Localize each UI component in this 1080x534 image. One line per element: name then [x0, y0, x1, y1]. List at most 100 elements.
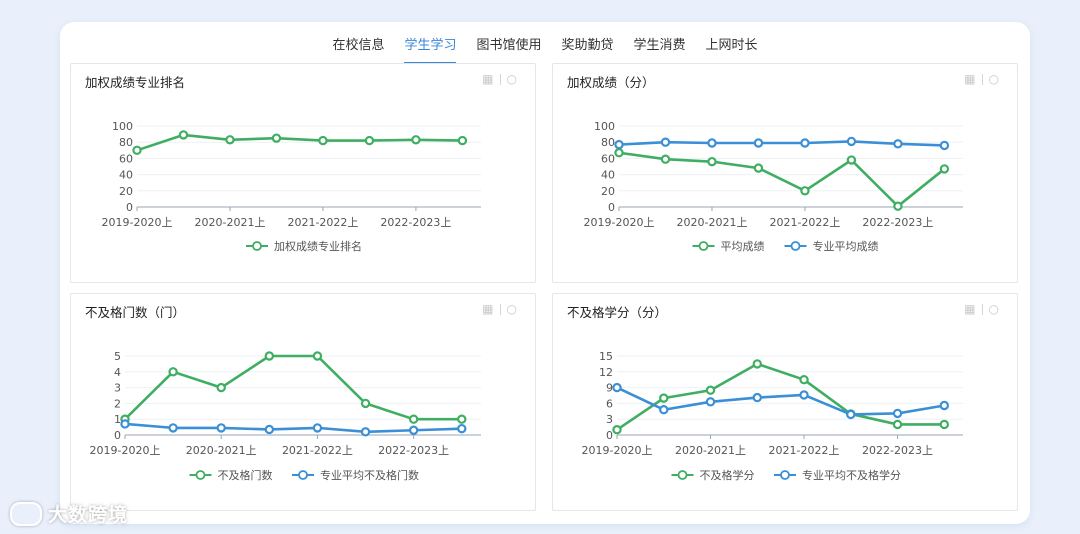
legend-item-0[interactable]: 不及格学分: [671, 468, 755, 482]
x-tick-label: 2020-2021上: [676, 216, 747, 229]
data-point[interactable]: [660, 154, 671, 164]
data-point[interactable]: [752, 392, 762, 403]
data-point[interactable]: [312, 351, 323, 361]
data-point[interactable]: [939, 140, 950, 151]
legend-item-1[interactable]: 专业平均不及格学分: [774, 468, 901, 482]
tab-0[interactable]: 在校信息: [332, 38, 385, 53]
data-point[interactable]: [660, 137, 671, 147]
data-point[interactable]: [892, 408, 903, 419]
data-point[interactable]: [408, 425, 419, 435]
tab-4[interactable]: 学生消费: [633, 38, 686, 53]
grid-view-icon[interactable]: ▦: [964, 302, 976, 316]
data-point[interactable]: [659, 393, 669, 403]
zoom-icon[interactable]: ○: [506, 72, 517, 86]
data-point[interactable]: [411, 135, 421, 145]
data-point[interactable]: [753, 138, 764, 148]
legend-marker: [677, 470, 688, 480]
data-point[interactable]: [168, 423, 178, 433]
y-tick-label: 3: [114, 382, 121, 395]
data-point[interactable]: [360, 398, 371, 409]
legend-label: 不及格学分: [700, 468, 755, 482]
tab-1[interactable]: 学生学习: [404, 34, 457, 64]
data-point[interactable]: [893, 139, 903, 149]
series-line-0: [136, 133, 463, 152]
grid-view-icon[interactable]: ▦: [482, 302, 494, 316]
tab-3[interactable]: 奖助勤贷: [561, 38, 614, 53]
data-point[interactable]: [752, 359, 762, 369]
chart-tools: ▦ ○: [482, 302, 517, 316]
y-tick-label: 0: [126, 201, 133, 214]
data-point[interactable]: [264, 424, 275, 435]
x-tick-label: 2021-2022上: [287, 216, 358, 229]
data-point[interactable]: [799, 374, 809, 385]
data-point[interactable]: [846, 155, 857, 165]
data-point[interactable]: [707, 156, 717, 167]
zoom-icon[interactable]: ○: [988, 302, 999, 316]
data-point[interactable]: [225, 135, 235, 145]
data-point[interactable]: [168, 367, 178, 377]
zoom-icon[interactable]: ○: [506, 302, 517, 316]
grid-view-icon[interactable]: ▦: [482, 72, 494, 86]
data-point[interactable]: [120, 419, 130, 429]
data-point[interactable]: [457, 135, 468, 146]
x-tick-label: 2021-2022上: [769, 216, 840, 229]
data-point[interactable]: [939, 400, 949, 411]
data-point[interactable]: [132, 145, 142, 156]
data-point[interactable]: [457, 423, 467, 434]
legend-marker: [195, 470, 206, 480]
data-point[interactable]: [939, 164, 950, 174]
legend-item-0[interactable]: 平均成绩: [692, 240, 765, 253]
data-point[interactable]: [318, 135, 328, 146]
data-point[interactable]: [408, 414, 419, 424]
data-point[interactable]: [360, 427, 371, 437]
legend-marker: [698, 241, 709, 251]
data-point[interactable]: [892, 419, 903, 430]
zoom-icon[interactable]: ○: [988, 72, 999, 86]
series-line-0: [124, 354, 462, 421]
data-point[interactable]: [893, 201, 903, 211]
legend-label: 不及格门数: [218, 468, 273, 482]
data-point[interactable]: [799, 390, 809, 400]
data-point[interactable]: [612, 382, 622, 393]
data-point[interactable]: [705, 385, 716, 395]
data-point[interactable]: [659, 405, 669, 415]
legend-item-0[interactable]: 加权成绩专业排名: [246, 239, 362, 253]
grid-view-icon[interactable]: ▦: [964, 72, 976, 86]
data-point[interactable]: [457, 414, 467, 424]
y-tick-label: 6: [606, 397, 613, 410]
data-point[interactable]: [707, 138, 717, 148]
x-tick-label: 2019-2020上: [584, 216, 655, 229]
legend-item-0[interactable]: 不及格门数: [189, 468, 273, 482]
series-line-1: [616, 386, 945, 416]
chart-panel-failed-courses: 不及格门数（门） ▦ ○ 0 1 2 3 4 5 2019-2020上 2020-2021上 20…: [70, 293, 536, 511]
data-point[interactable]: [800, 186, 810, 196]
data-point[interactable]: [846, 136, 857, 147]
data-point[interactable]: [271, 133, 282, 143]
data-point[interactable]: [753, 163, 764, 173]
data-point[interactable]: [216, 423, 226, 433]
data-point[interactable]: [216, 382, 226, 393]
data-point[interactable]: [614, 148, 624, 158]
legend-label: 加权成绩专业排名: [274, 239, 362, 253]
y-tick-label: 4: [114, 366, 121, 379]
y-tick-label: 9: [606, 382, 613, 395]
data-point[interactable]: [364, 135, 375, 146]
data-point[interactable]: [939, 419, 949, 430]
data-point[interactable]: [800, 138, 810, 148]
x-tick-label: 2021-2022上: [282, 444, 353, 457]
data-point[interactable]: [178, 130, 189, 140]
tab-5[interactable]: 上网时长: [705, 38, 758, 53]
legend-item-1[interactable]: 专业平均不及格门数: [292, 468, 419, 482]
tab-2[interactable]: 图书馆使用: [476, 38, 542, 53]
chart-title: 加权成绩专业排名: [85, 75, 186, 90]
data-point[interactable]: [264, 351, 275, 361]
data-point[interactable]: [612, 425, 622, 435]
data-point[interactable]: [614, 139, 624, 150]
chart-tools: ▦ ○: [964, 72, 999, 86]
data-point[interactable]: [312, 423, 323, 433]
legend-item-1[interactable]: 专业平均成绩: [784, 239, 879, 253]
y-tick-label: 100: [594, 120, 615, 133]
data-point[interactable]: [705, 397, 716, 407]
data-point[interactable]: [846, 409, 856, 420]
chart-svg: 0 3 6 9 12 15 2019-2020上 2020-2021上 2021-2022上 20…: [582, 350, 963, 482]
